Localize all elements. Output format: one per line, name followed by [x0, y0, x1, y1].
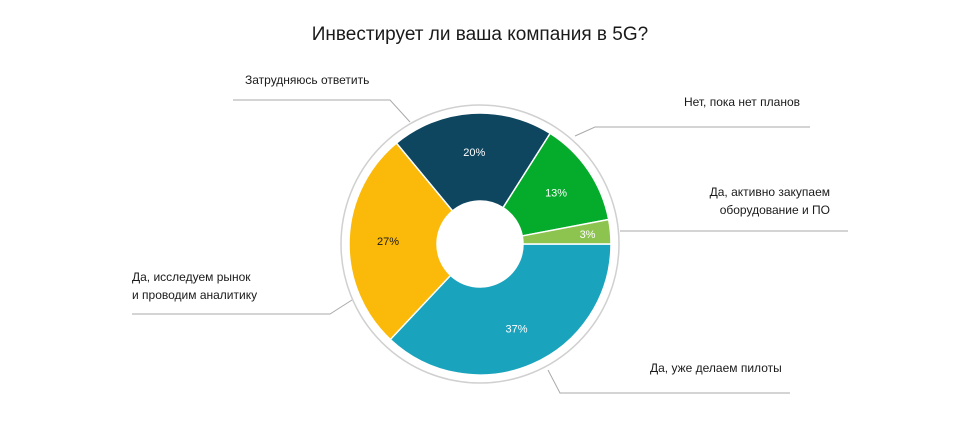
value-label: 37%: [506, 323, 528, 335]
slice: [389, 243, 612, 376]
category-label: Да, активно закупаем: [710, 185, 830, 199]
category-label: Да, исследуем рынок: [132, 270, 251, 284]
leader-line: [132, 299, 353, 315]
leader-line: [574, 126, 810, 137]
slice: [521, 218, 612, 245]
value-label: 3%: [580, 229, 596, 241]
category-label: Да, уже делаем пилоты: [650, 361, 782, 375]
value-label: 13%: [545, 187, 567, 199]
category-label: и проводим аналитику: [132, 288, 257, 302]
value-label: 20%: [463, 147, 485, 159]
value-label: 27%: [377, 236, 399, 248]
slice: [395, 112, 552, 212]
outer-ring: [340, 104, 620, 384]
category-label: оборудование и ПО: [720, 203, 830, 217]
leader-line: [547, 369, 790, 394]
slice: [502, 132, 610, 237]
category-label: Нет, пока нет планов: [684, 95, 800, 109]
category-label: Затрудняюсь ответить: [245, 73, 369, 87]
chart-title: Инвестирует ли ваша компания в 5G?: [312, 24, 648, 45]
leader-line: [233, 99, 411, 123]
slice: [348, 142, 454, 341]
